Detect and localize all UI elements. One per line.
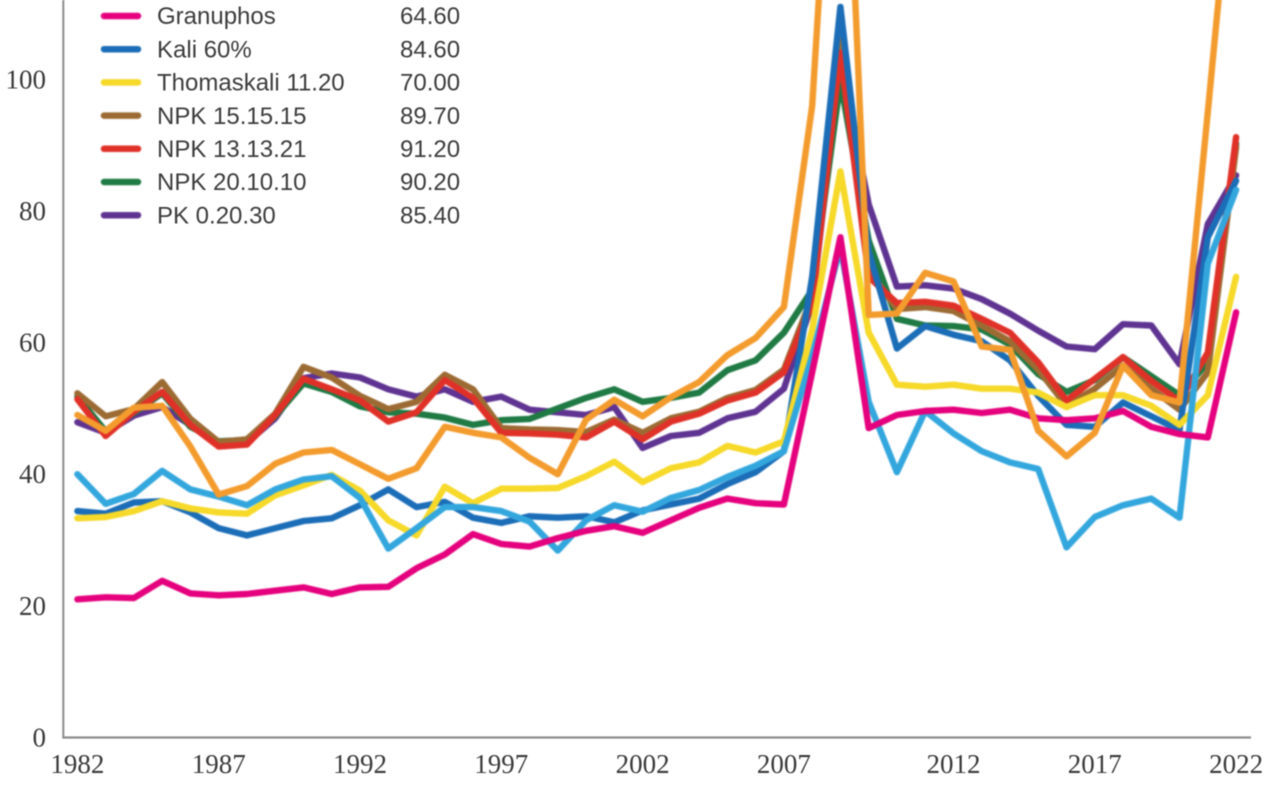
svg-text:NPK 13.13.21: NPK 13.13.21 xyxy=(157,136,306,163)
svg-text:1987: 1987 xyxy=(192,749,246,779)
svg-text:89.70: 89.70 xyxy=(400,103,460,130)
svg-text:NPK 20.10.10: NPK 20.10.10 xyxy=(157,169,306,196)
svg-text:84.60: 84.60 xyxy=(400,36,460,63)
svg-text:100: 100 xyxy=(6,64,47,94)
svg-text:1997: 1997 xyxy=(474,749,528,779)
svg-text:1982: 1982 xyxy=(50,749,104,779)
svg-text:0: 0 xyxy=(33,723,47,753)
svg-text:80: 80 xyxy=(19,196,46,226)
svg-text:40: 40 xyxy=(19,459,46,489)
svg-text:85.40: 85.40 xyxy=(400,202,460,229)
svg-text:2012: 2012 xyxy=(927,749,981,779)
svg-text:PK 0.20.30: PK 0.20.30 xyxy=(157,202,276,229)
svg-text:2022: 2022 xyxy=(1209,749,1263,779)
svg-text:2007: 2007 xyxy=(757,749,811,779)
svg-text:20: 20 xyxy=(19,591,46,621)
svg-text:Granuphos: Granuphos xyxy=(157,3,276,30)
svg-text:1992: 1992 xyxy=(333,749,387,779)
svg-text:60: 60 xyxy=(19,328,46,358)
svg-text:64.60: 64.60 xyxy=(400,3,460,30)
svg-text:2017: 2017 xyxy=(1068,749,1122,779)
svg-text:70.00: 70.00 xyxy=(400,70,460,97)
svg-text:2002: 2002 xyxy=(616,749,670,779)
svg-text:91.20: 91.20 xyxy=(400,136,460,163)
svg-text:NPK 15.15.15: NPK 15.15.15 xyxy=(157,103,306,130)
svg-text:Thomaskali 11.20: Thomaskali 11.20 xyxy=(157,70,345,97)
svg-text:90.20: 90.20 xyxy=(400,169,460,196)
svg-text:Kali 60%: Kali 60% xyxy=(157,36,252,63)
